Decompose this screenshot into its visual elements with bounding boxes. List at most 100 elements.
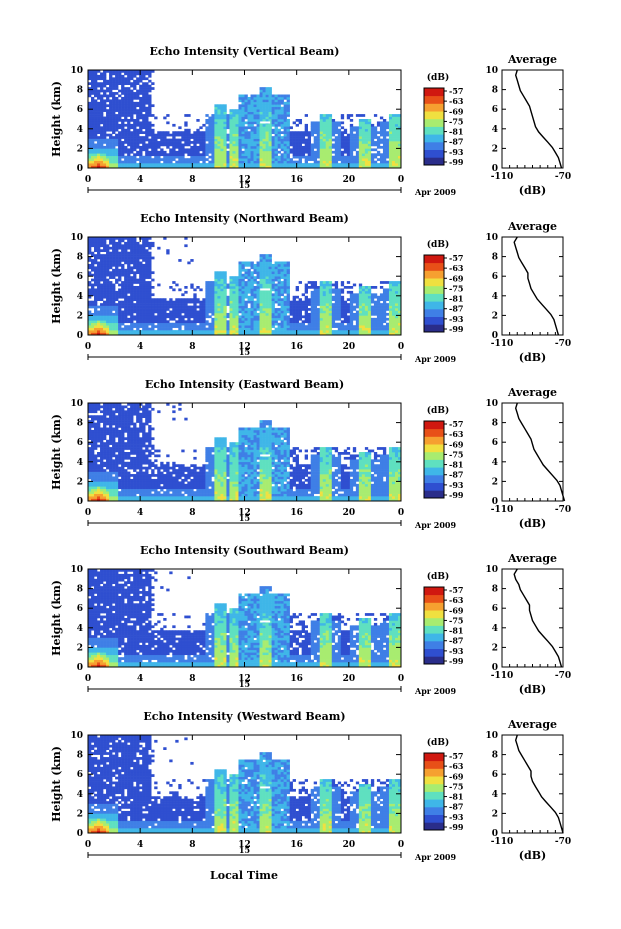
heatmap-cell — [298, 332, 302, 336]
heatmap-cell — [280, 305, 284, 309]
heatmap-cell — [259, 286, 263, 289]
heatmap-cell — [232, 138, 236, 142]
heatmap-cell — [97, 70, 101, 73]
heatmap-cell — [361, 165, 366, 169]
heatmap-cell — [142, 283, 146, 287]
heatmap-cell — [268, 131, 272, 134]
heatmap-cell — [295, 312, 299, 316]
heatmap-cell — [256, 148, 260, 152]
heatmap-cell — [211, 114, 215, 117]
heatmap-cell — [157, 141, 161, 144]
heatmap-cell — [379, 138, 384, 142]
heatmap-cell — [178, 150, 182, 154]
heatmap-cell — [127, 79, 131, 83]
heatmap-cell — [262, 278, 266, 282]
heatmap-cell — [112, 322, 116, 326]
heatmap-cell — [130, 74, 134, 78]
heatmap-cell — [214, 320, 218, 324]
heatmap-cell — [223, 116, 227, 120]
heatmap-cell — [253, 320, 257, 324]
heatmap-cell — [283, 143, 287, 147]
heatmap-cell — [391, 312, 396, 316]
heatmap-cell — [124, 244, 128, 248]
heatmap-cell — [256, 312, 260, 316]
heatmap-cell — [112, 126, 116, 130]
heatmap-cell — [223, 141, 227, 144]
heatmap-cell — [112, 148, 116, 152]
heatmap-cell — [385, 163, 390, 166]
heatmap-cell — [199, 133, 203, 137]
heatmap-cell — [271, 286, 275, 289]
heatmap-cell — [301, 138, 305, 142]
heatmap-cell — [232, 286, 236, 289]
heatmap-cell — [379, 320, 384, 324]
heatmap-cell — [106, 256, 110, 260]
heatmap-cell — [193, 160, 197, 164]
heatmap-cell — [259, 256, 263, 260]
heatmap-cell — [262, 303, 266, 306]
heatmap-cell — [190, 286, 194, 289]
heatmap-cell — [121, 315, 125, 319]
heatmap-cell — [364, 332, 369, 336]
heatmap-cell — [295, 119, 299, 122]
heatmap-cell — [130, 305, 134, 309]
heatmap-cell — [367, 133, 372, 137]
heatmap-cell — [121, 163, 125, 166]
heatmap-cell — [148, 320, 152, 324]
heatmap-cell — [163, 303, 167, 306]
heatmap-cell — [391, 143, 396, 147]
heatmap-cell — [121, 259, 125, 262]
heatmap-cell — [97, 143, 101, 147]
heatmap-cell — [103, 315, 107, 319]
heatmap-cell — [274, 136, 278, 139]
heatmap-cell — [139, 276, 143, 279]
heatmap-cell — [88, 273, 92, 277]
heatmap-cell — [136, 332, 140, 336]
heatmap-cell — [280, 160, 284, 164]
heatmap-cell — [388, 126, 393, 130]
heatmap-cell — [133, 286, 137, 289]
heatmap-cell — [127, 310, 131, 314]
heatmap-cell — [268, 106, 272, 110]
heatmap-cell — [316, 138, 321, 142]
heatmap-cell — [286, 268, 290, 272]
heatmap-cell — [121, 141, 125, 144]
heatmap-cell — [265, 276, 269, 279]
heatmap-cell — [148, 101, 152, 105]
heatmap-cell — [160, 165, 164, 169]
heatmap-cell — [349, 123, 354, 127]
heatmap-cell — [289, 163, 293, 166]
heatmap-cell — [289, 322, 293, 326]
heatmap-cell — [118, 325, 122, 328]
heatmap-cell — [130, 315, 134, 319]
heatmap-cell — [190, 259, 194, 262]
heatmap-cell — [181, 293, 185, 297]
heatmap-cell — [208, 119, 212, 122]
heatmap-cell — [88, 332, 92, 336]
heatmap-cell — [130, 332, 134, 336]
heatmap-cell — [250, 99, 254, 103]
heatmap-cell — [229, 158, 233, 161]
heatmap-cell — [316, 295, 321, 299]
heatmap-cell — [163, 327, 167, 331]
heatmap-cell — [112, 237, 116, 240]
heatmap-cell — [232, 133, 236, 137]
heatmap-cell — [268, 143, 272, 147]
heatmap-cell — [262, 254, 266, 257]
heatmap-cell — [319, 121, 324, 125]
heatmap-cell — [226, 143, 230, 147]
heatmap-cell — [280, 126, 284, 130]
heatmap-cell — [133, 295, 137, 299]
heatmap-cell — [331, 131, 336, 134]
heatmap-cell — [136, 305, 140, 309]
heatmap-cell — [283, 271, 287, 275]
heatmap-cell — [343, 163, 348, 166]
heatmap-cell — [271, 315, 275, 319]
heatmap-cell — [259, 254, 263, 257]
heatmap-cell — [124, 141, 128, 144]
heatmap-cell — [388, 119, 393, 122]
heatmap-cell — [136, 163, 140, 166]
heatmap-cell — [295, 322, 299, 326]
heatmap-cell — [382, 300, 387, 304]
heatmap-cell — [187, 153, 191, 157]
